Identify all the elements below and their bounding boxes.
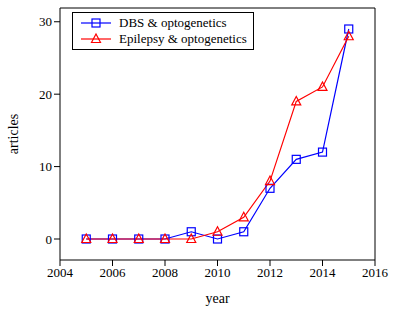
svg-text:2006: 2006: [100, 265, 127, 280]
svg-text:year: year: [205, 291, 229, 306]
svg-text:0: 0: [46, 232, 53, 247]
html-text:Epilepsy & optogenetics: Epilepsy & optogenetics: [119, 31, 247, 46]
svg-text:2008: 2008: [152, 265, 178, 280]
svg-text:30: 30: [39, 14, 52, 29]
html-text:DBS & optogenetics: DBS & optogenetics: [119, 15, 227, 30]
svg-text:20: 20: [39, 87, 52, 102]
svg-text:2014: 2014: [310, 265, 337, 280]
svg-text:2004: 2004: [47, 265, 74, 280]
svg-text:articles: articles: [8, 114, 21, 154]
svg-text:10: 10: [39, 159, 52, 174]
svg-text:2012: 2012: [257, 265, 283, 280]
svg-text:2010: 2010: [205, 265, 231, 280]
svg-text:2016: 2016: [362, 265, 389, 280]
